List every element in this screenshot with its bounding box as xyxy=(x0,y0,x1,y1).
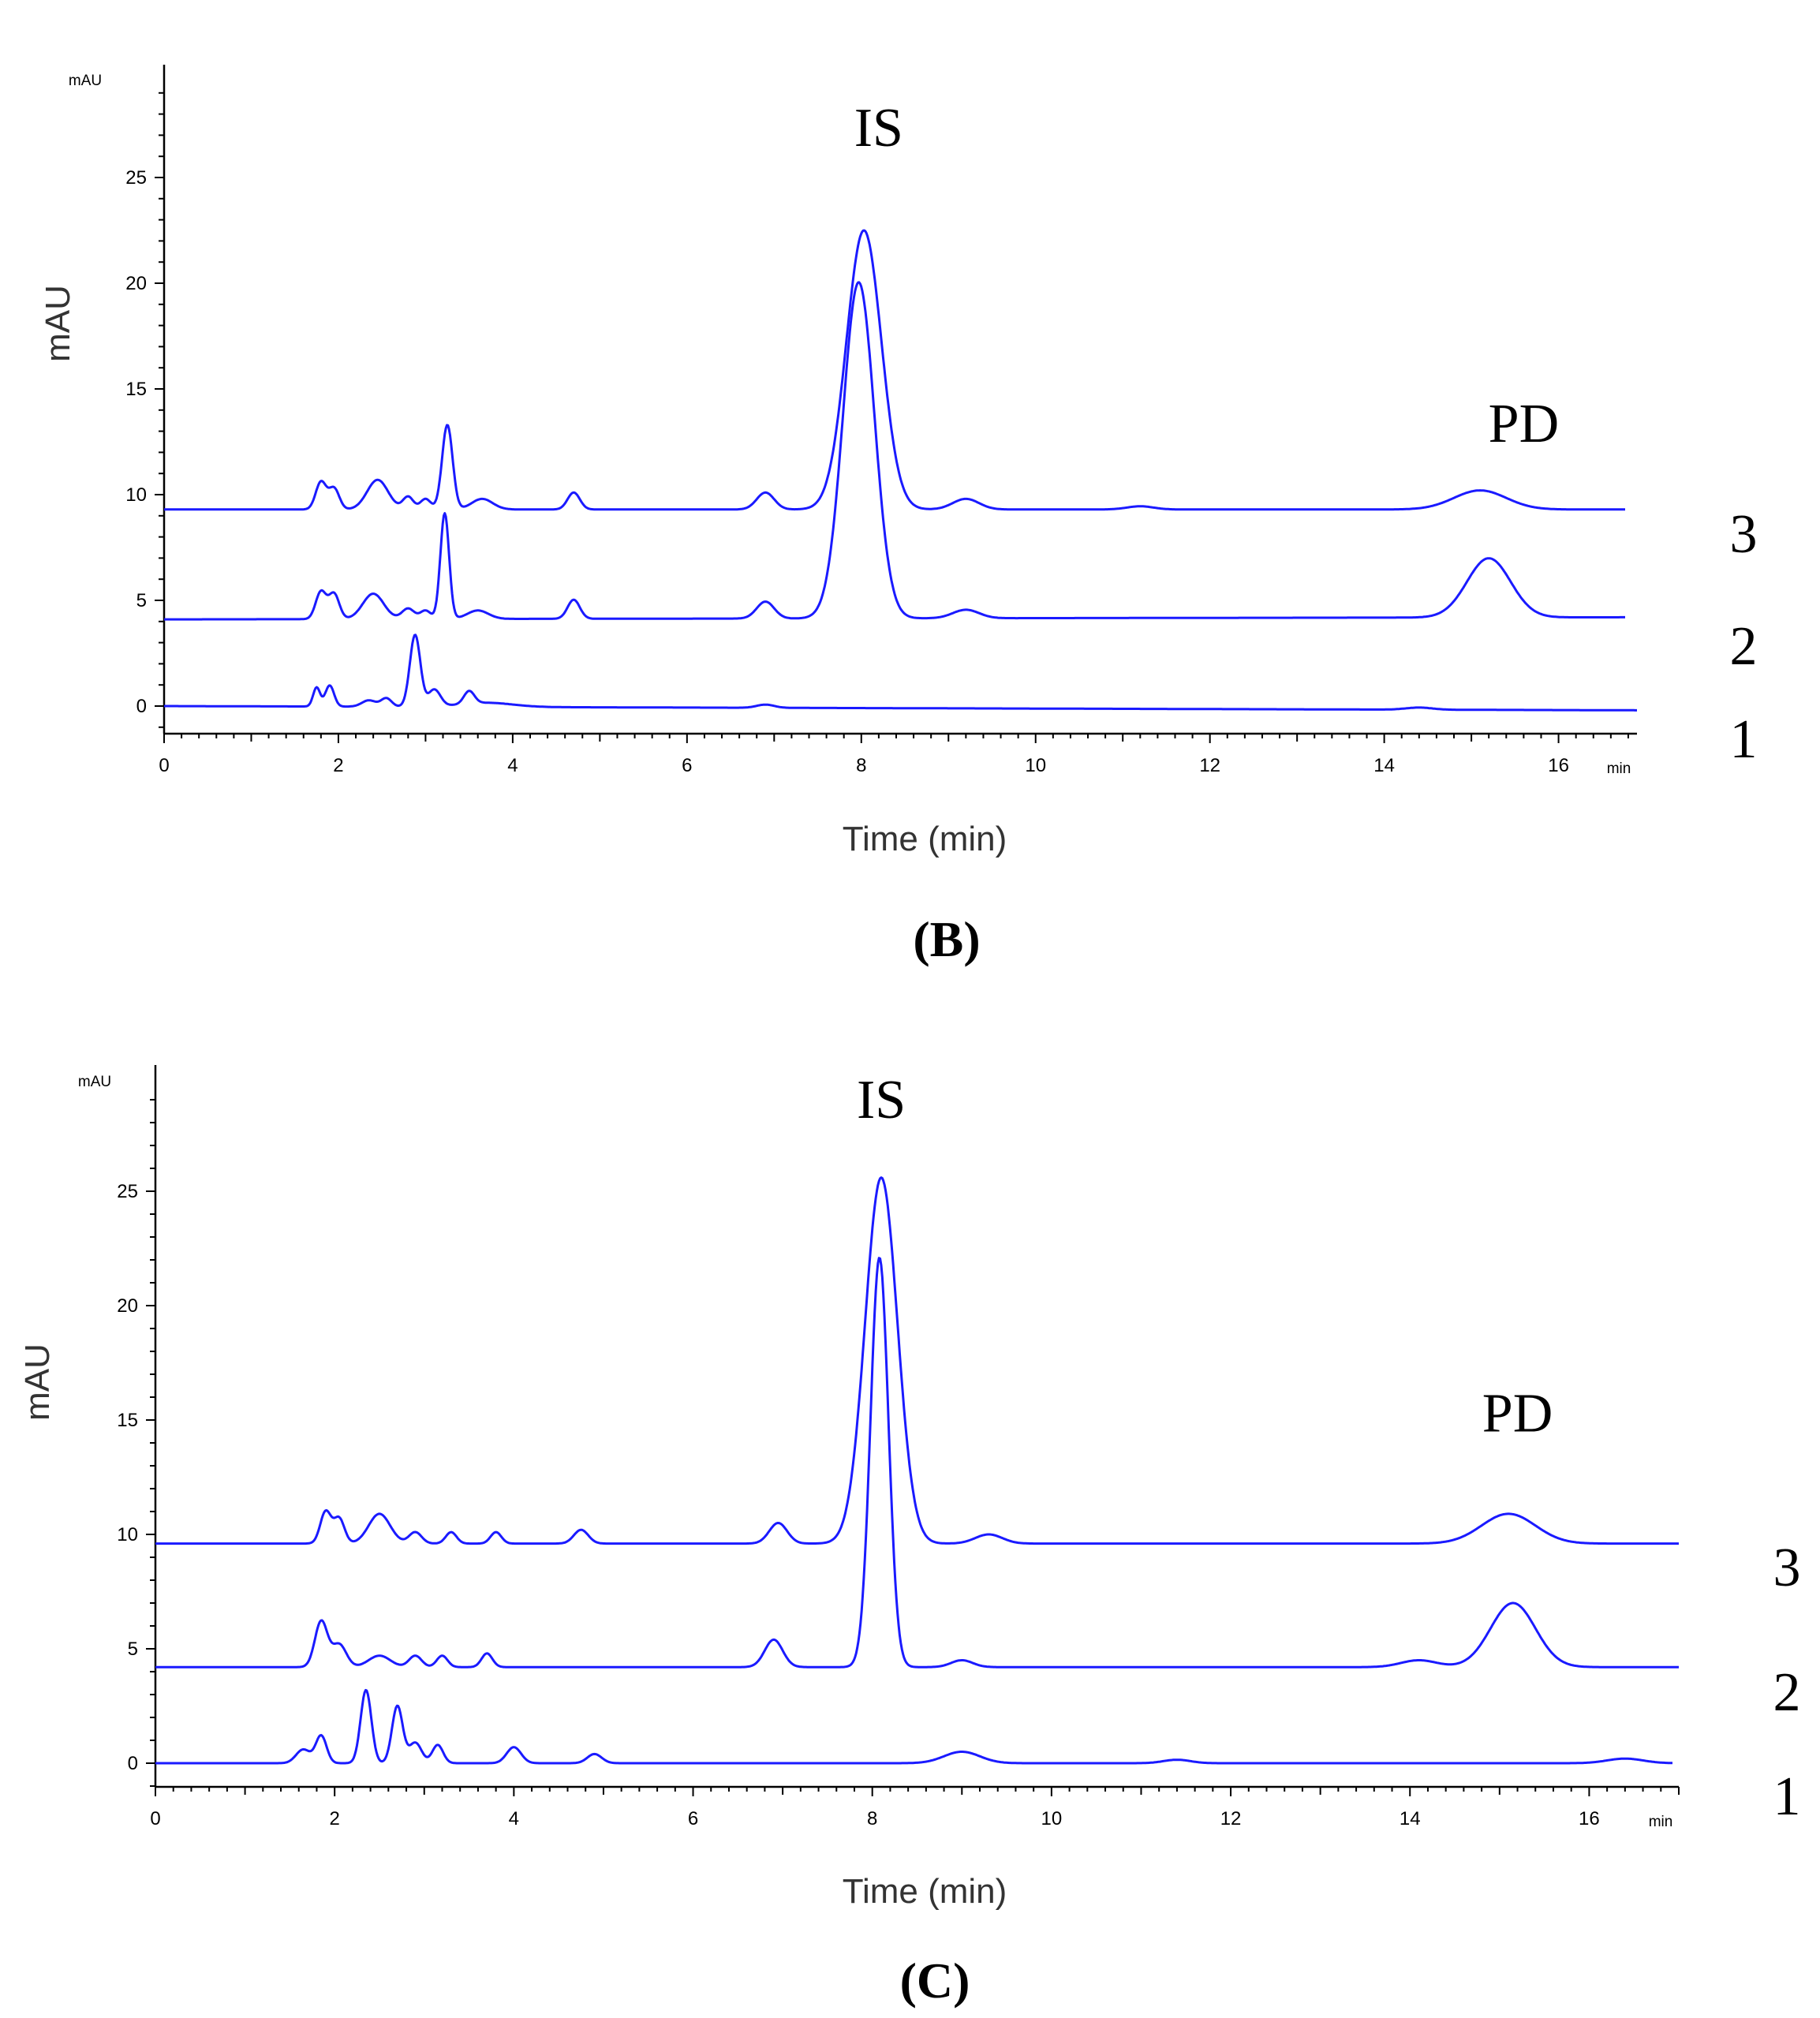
x-tick-label: 4 xyxy=(507,755,518,776)
trace-label-2: 2 xyxy=(1730,616,1758,677)
trace-label-3: 3 xyxy=(1773,1538,1801,1598)
y-tick-label: 15 xyxy=(117,1410,138,1431)
peak-annotation-is: IS xyxy=(854,98,903,159)
y-tick-label: 25 xyxy=(117,1181,138,1202)
x-tick-label: 8 xyxy=(867,1808,877,1829)
y-tick-label: 10 xyxy=(117,1524,138,1545)
peak-annotation-pd: PD xyxy=(1489,394,1559,454)
x-unit-label: min xyxy=(1649,1814,1673,1830)
x-tick-label: 16 xyxy=(1579,1808,1600,1829)
trace-2 xyxy=(163,281,1626,621)
x-tick-label: 6 xyxy=(682,755,692,776)
trace-3 xyxy=(163,229,1626,511)
y-tick-label: 0 xyxy=(136,696,147,717)
y-tick-label: 5 xyxy=(128,1639,138,1660)
y-unit-label: mAU xyxy=(69,73,102,89)
panel-label: (B) xyxy=(913,911,980,967)
y-tick-label: 20 xyxy=(117,1295,138,1317)
trace-3 xyxy=(155,1176,1680,1545)
y-unit-label: mAU xyxy=(78,1074,111,1090)
x-tick-label: 6 xyxy=(688,1808,698,1829)
x-axis-title: Time (min) xyxy=(843,1872,1007,1911)
x-tick-label: 10 xyxy=(1025,755,1046,776)
x-tick-label: 12 xyxy=(1220,1808,1242,1829)
y-tick-label: 5 xyxy=(136,590,147,611)
panel-label: (C) xyxy=(900,1953,970,2009)
trace-1 xyxy=(163,633,1638,712)
y-tick-label: 15 xyxy=(125,379,147,400)
x-tick-label: 8 xyxy=(856,755,866,776)
y-tick-label: 0 xyxy=(128,1753,138,1774)
x-tick-label: 14 xyxy=(1373,755,1395,776)
trace-label-2: 2 xyxy=(1773,1662,1801,1723)
x-tick-label: 12 xyxy=(1199,755,1220,776)
x-tick-label: 0 xyxy=(159,755,169,776)
y-axis-title: mAU xyxy=(39,285,77,362)
y-tick-label: 20 xyxy=(125,273,147,294)
trace-label-1: 1 xyxy=(1730,709,1758,770)
x-tick-label: 4 xyxy=(509,1808,519,1829)
x-tick-label: 14 xyxy=(1400,1808,1421,1829)
trace-label-3: 3 xyxy=(1730,504,1758,565)
x-tick-label: 0 xyxy=(150,1808,160,1829)
x-tick-label: 10 xyxy=(1041,1808,1063,1829)
x-tick-label: 16 xyxy=(1548,755,1569,776)
x-tick-label: 2 xyxy=(329,1808,339,1829)
trace-label-1: 1 xyxy=(1773,1766,1801,1827)
y-axis-title: mAU xyxy=(18,1343,57,1421)
y-tick-label: 10 xyxy=(125,484,147,506)
x-unit-label: min xyxy=(1607,760,1631,777)
peak-annotation-is: IS xyxy=(857,1070,906,1130)
peak-annotation-pd: PD xyxy=(1482,1384,1553,1444)
trace-2 xyxy=(155,1257,1680,1669)
y-tick-label: 25 xyxy=(125,167,147,189)
x-tick-label: 2 xyxy=(333,755,343,776)
x-axis-title: Time (min) xyxy=(843,820,1007,858)
trace-1 xyxy=(155,1688,1673,1765)
